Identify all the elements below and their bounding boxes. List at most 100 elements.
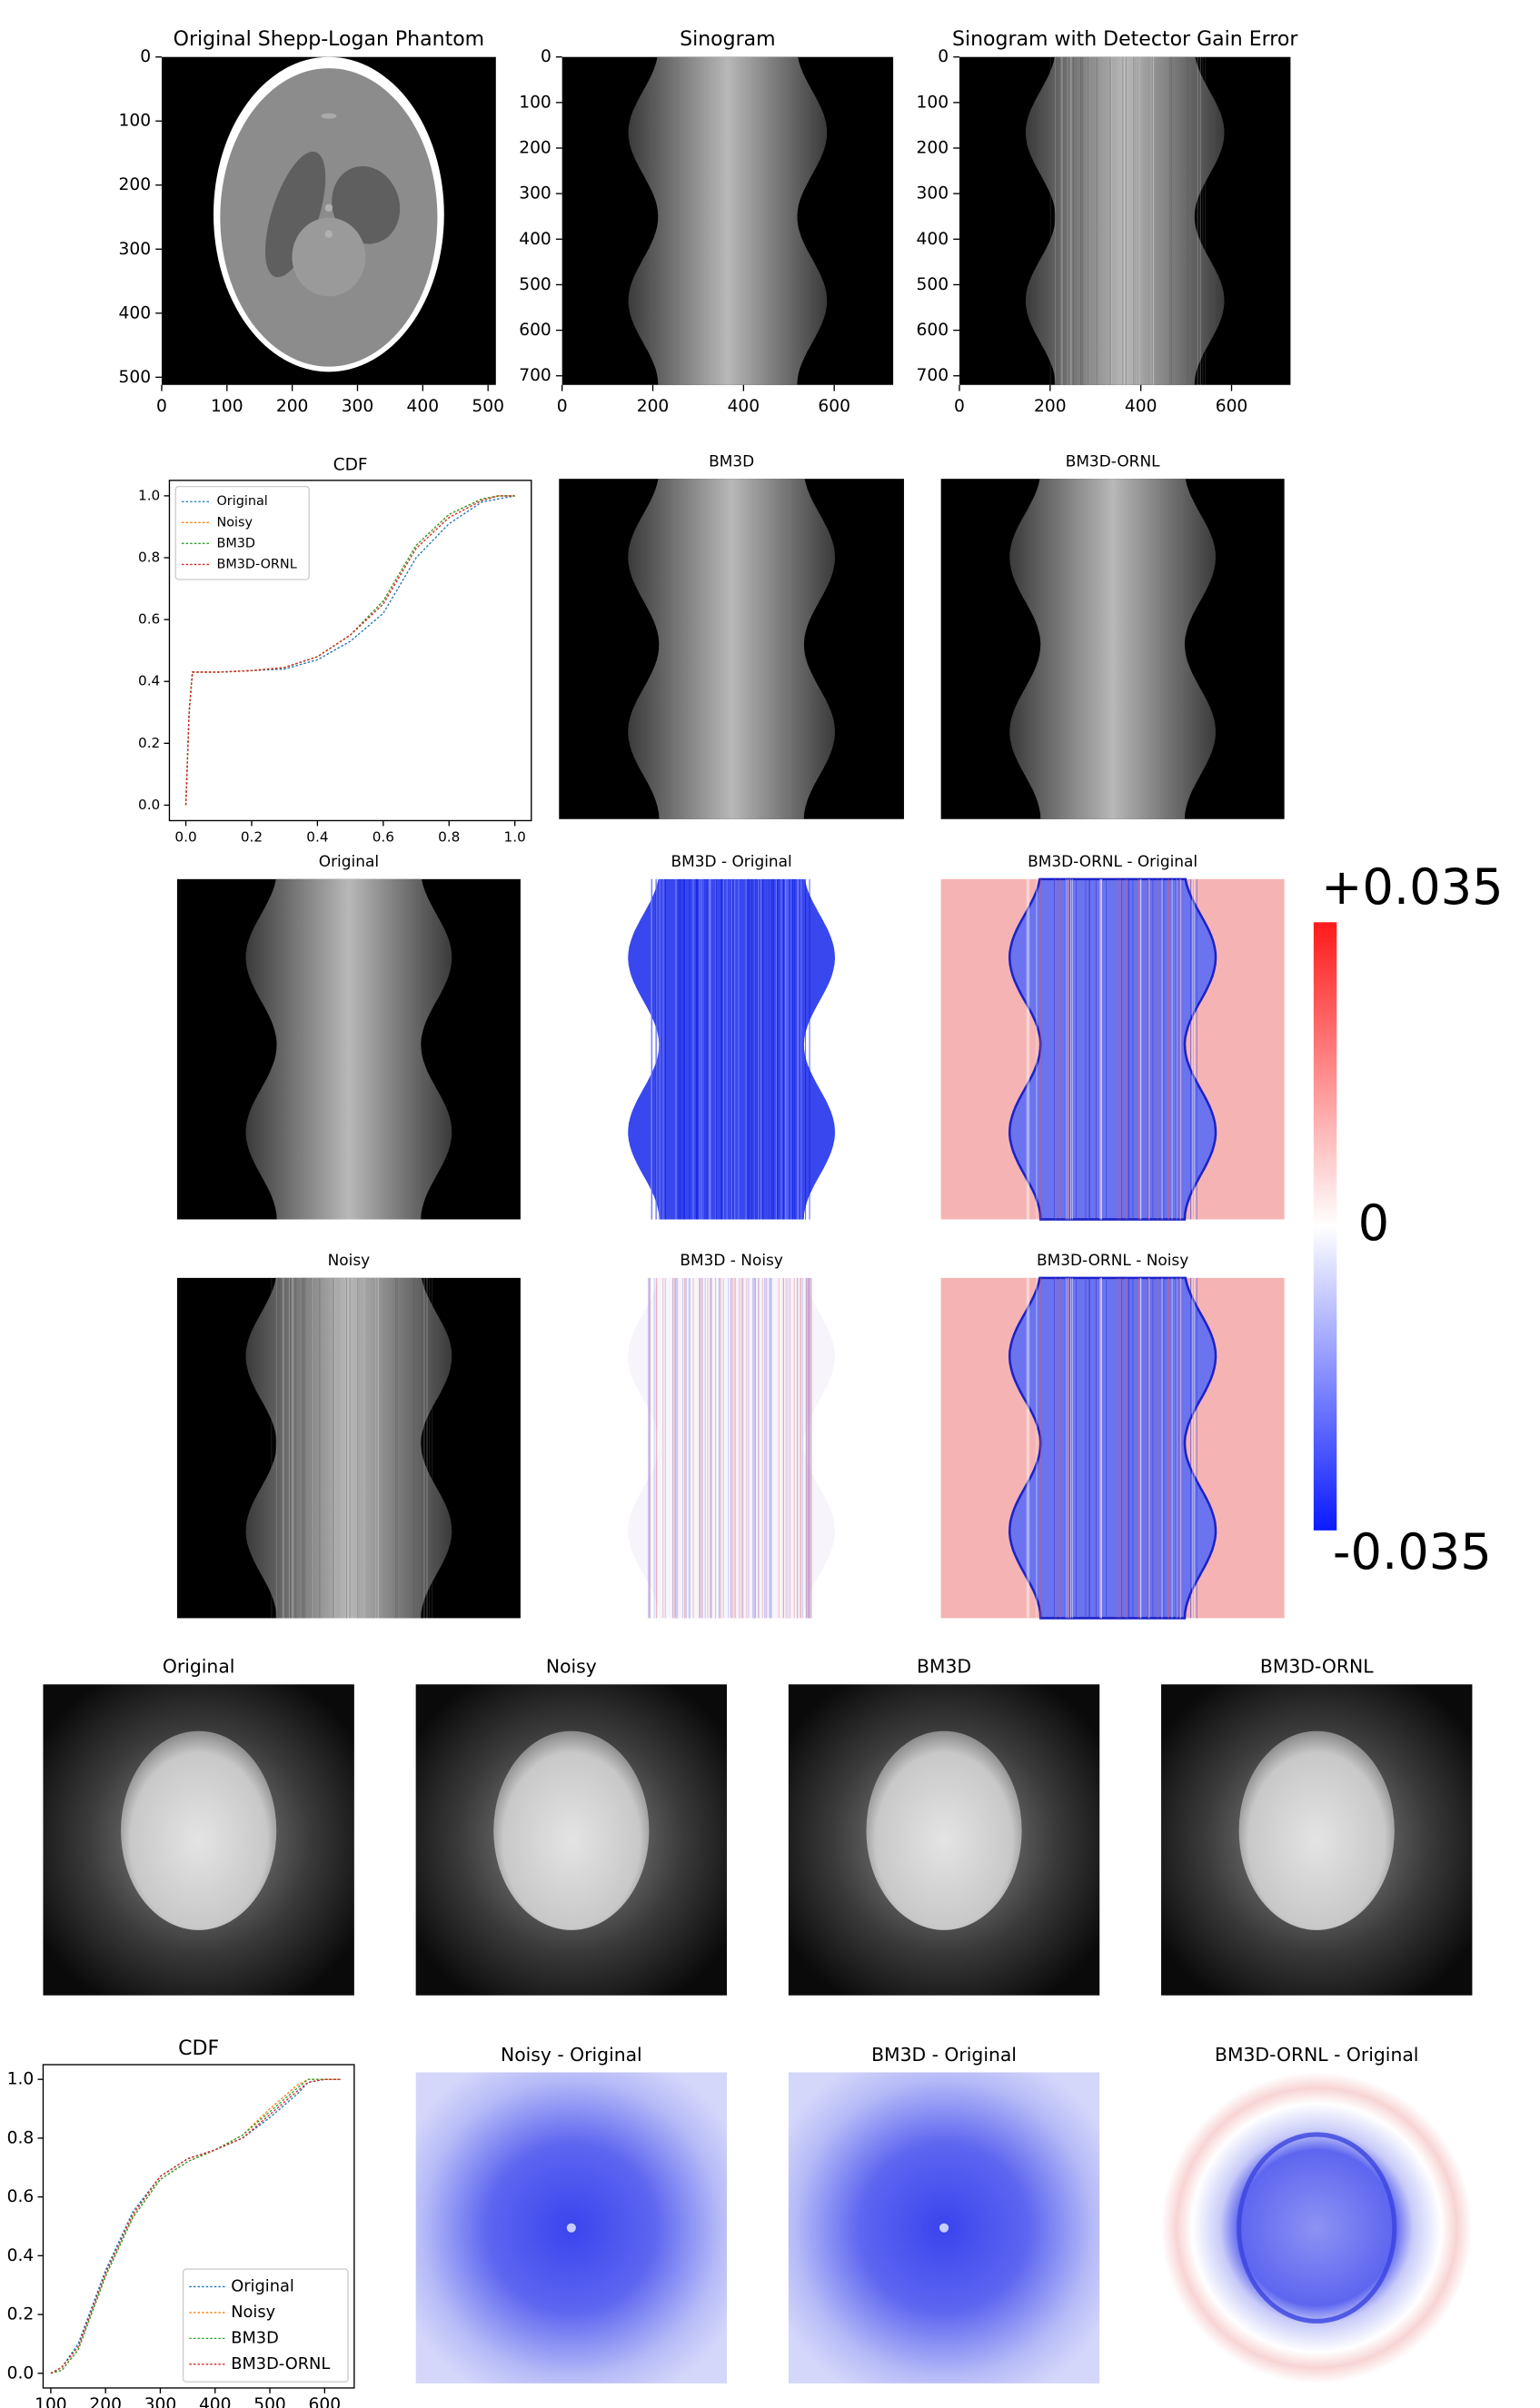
panel-title: BM3D - Original (671, 852, 792, 870)
panel-title: BM3D - Original (871, 2044, 1017, 2066)
y-tick-label: 600 (917, 321, 949, 340)
panel-title: Sinogram (680, 28, 775, 51)
object (1239, 1731, 1395, 1930)
y-tick-label: 100 (917, 93, 949, 112)
y-tick-label: 0 (938, 47, 949, 66)
x-tick-label: 400 (728, 397, 760, 416)
x-tick-label: 200 (637, 397, 670, 416)
x-tick-label: 200 (276, 397, 309, 416)
y-tick-label: 0.2 (138, 735, 160, 751)
spot (292, 218, 365, 297)
y-tick-label: 0.2 (7, 2305, 35, 2324)
panel-title: BM3D-ORNL (1066, 452, 1160, 471)
y-tick-label: 0 (140, 47, 151, 66)
x-tick-label: 200 (1034, 397, 1067, 416)
legend-label: Noisy (231, 2303, 275, 2322)
object (121, 1731, 276, 1930)
center (567, 2224, 576, 2233)
legend-label: BM3D (231, 2328, 279, 2347)
sinogram (246, 879, 452, 1220)
y-tick-label: 300 (119, 240, 152, 259)
y-tick-label: 500 (519, 275, 551, 294)
figure: Original Shepp-Logan Phantom 0 100 200 300 40… (0, 0, 1540, 2408)
object (866, 1731, 1021, 1930)
panel-title: BM3D (709, 452, 754, 471)
panel-title: BM3D - Noisy (680, 1251, 783, 1269)
x-tick-label: 0 (557, 397, 568, 416)
x-tick-label: 500 (472, 397, 504, 416)
legend-label: BM3D-ORNL (231, 2354, 330, 2373)
y-tick-label: 400 (519, 230, 551, 249)
x-tick-label: 600 (1216, 397, 1248, 416)
y-tick-label: 0.8 (7, 2128, 35, 2147)
y-tick-label: 200 (917, 139, 949, 158)
legend-label: BM3D (216, 536, 255, 550)
y-tick-label: 300 (917, 184, 949, 203)
panels: Original Shepp-Logan Phantom 0 100 200 300 40… (7, 28, 1504, 2408)
panel-title: BM3D-ORNL (1260, 1656, 1374, 1678)
legend-label: BM3D-ORNL (216, 557, 296, 571)
x-tick-label: 0.2 (241, 829, 263, 846)
y-tick-label: 0.4 (7, 2246, 35, 2265)
y-tick-label: 0.0 (138, 797, 160, 813)
panel-title: Noisy (328, 1251, 371, 1269)
y-tick-label: 400 (119, 303, 152, 322)
panel-title: Noisy - Original (501, 2044, 642, 2066)
legend-label: Original (231, 2276, 294, 2295)
x-tick-label: 100 (35, 2395, 67, 2408)
center (939, 2224, 949, 2233)
y-tick-label: 0 (541, 47, 551, 66)
y-tick-label: 0.4 (138, 673, 160, 689)
x-tick-label: 400 (407, 397, 440, 416)
y-tick-label: 0.8 (138, 549, 160, 565)
chart-title: CDF (178, 2037, 219, 2060)
x-tick-label: 0.0 (174, 829, 196, 846)
brain (220, 68, 437, 367)
object (493, 1731, 649, 1930)
y-tick-label: 300 (519, 184, 551, 203)
y-tick-label: 400 (917, 230, 949, 249)
y-tick-label: 500 (119, 368, 152, 387)
legend-label: Noisy (216, 515, 253, 530)
x-tick-label: 0.8 (438, 829, 460, 846)
page: { "chart_data": [ {"type": "line", "titl… (0, 0, 1540, 2408)
y-tick-label: 100 (119, 112, 152, 131)
y-tick-label: 0.6 (138, 611, 160, 628)
x-tick-label: 0.6 (373, 829, 394, 846)
image-bg (1161, 2072, 1472, 2383)
y-tick-label: 100 (519, 93, 551, 112)
panel-title: BM3D-ORNL - Original (1028, 852, 1197, 870)
x-tick-label: 0.4 (306, 829, 328, 846)
x-tick-label: 0 (156, 397, 167, 416)
panel-title: Sinogram with Detector Gain Error (952, 28, 1298, 51)
y-tick-label: 200 (119, 175, 152, 194)
y-tick-label: 0.6 (7, 2187, 35, 2206)
colorbar-label: +0.035 (1321, 858, 1504, 916)
x-tick-label: 400 (1125, 397, 1157, 416)
panel-title: Original (163, 1656, 235, 1678)
spot (325, 230, 333, 237)
x-tick-label: 1.0 (504, 829, 526, 846)
y-tick-label: 1.0 (7, 2070, 35, 2089)
panel-title: Noisy (546, 1656, 597, 1678)
colorbar (1314, 922, 1336, 1531)
sinogram (629, 57, 828, 385)
x-tick-label: 500 (253, 2395, 286, 2408)
chart-title: CDF (333, 455, 368, 474)
y-tick-label: 200 (519, 139, 551, 158)
colorbar-label: -0.035 (1333, 1523, 1492, 1581)
sinogram (1009, 479, 1216, 819)
x-tick-label: 600 (309, 2395, 342, 2408)
panel-title: Original Shepp-Logan Phantom (174, 28, 485, 51)
spot (325, 204, 333, 212)
x-tick-label: 100 (211, 397, 243, 416)
y-tick-label: 700 (519, 366, 551, 385)
x-tick-label: 600 (818, 397, 850, 416)
y-tick-label: 700 (917, 366, 949, 385)
legend-label: Original (216, 494, 267, 509)
y-tick-label: 0.0 (7, 2363, 35, 2383)
x-tick-label: 300 (342, 397, 374, 416)
x-tick-label: 200 (89, 2395, 122, 2408)
x-tick-label: 300 (144, 2395, 177, 2408)
panel-title: BM3D-ORNL - Noisy (1037, 1251, 1188, 1269)
